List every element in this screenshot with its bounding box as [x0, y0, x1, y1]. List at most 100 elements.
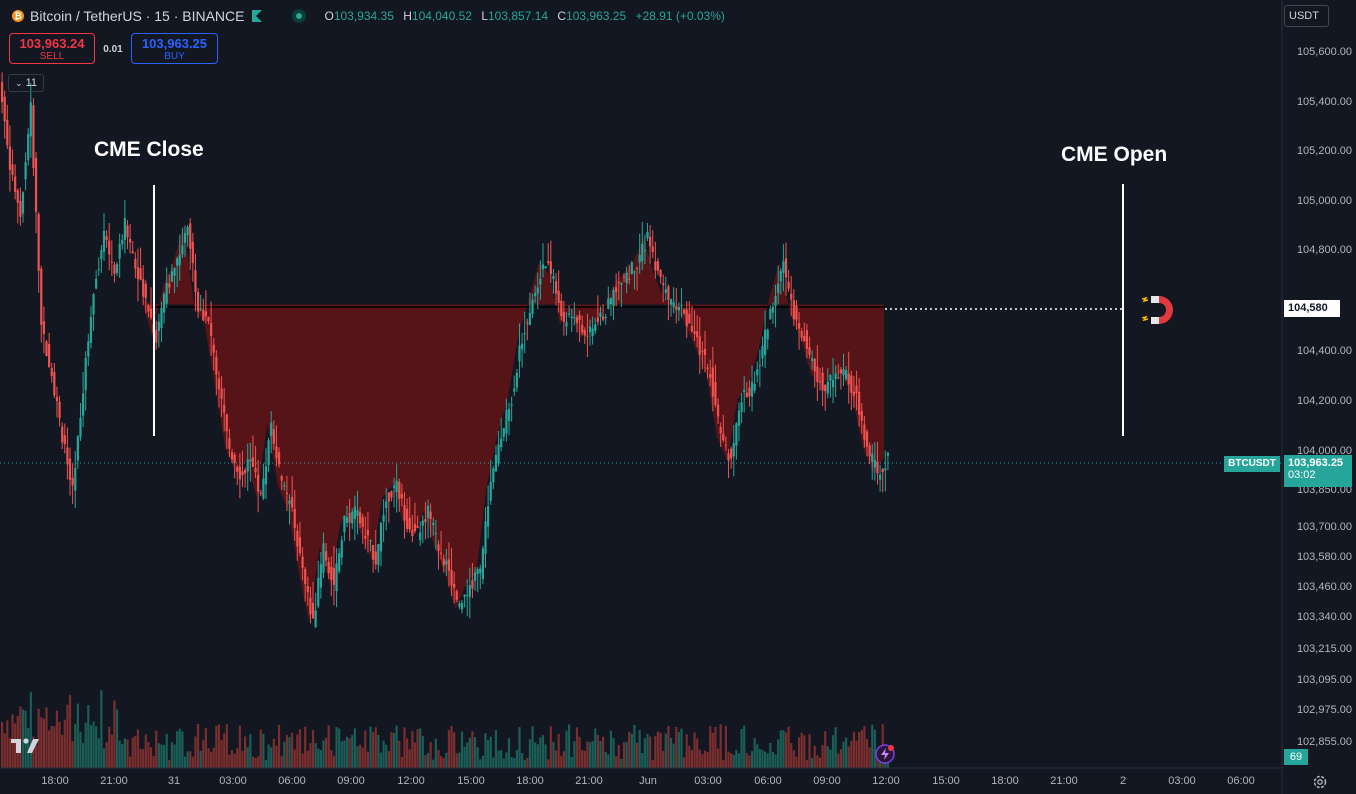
volume-bar [129, 756, 132, 768]
volume-bar [766, 753, 769, 768]
volume-bar [379, 752, 383, 768]
volume-bar [139, 748, 142, 768]
candle-body [743, 389, 746, 393]
candle-body [139, 267, 142, 280]
candle-body [372, 544, 375, 560]
volume-bar [630, 733, 633, 768]
volume-bar [787, 726, 790, 768]
volume-bar [604, 751, 607, 768]
volume-bar [790, 743, 793, 768]
volume-bar [871, 724, 874, 768]
candle-body [63, 435, 66, 445]
candle-body [102, 230, 106, 252]
candle-body [863, 424, 866, 440]
candle-body [596, 317, 599, 322]
flag-icon[interactable] [252, 10, 263, 22]
volume-bar [505, 752, 508, 768]
volume-bar [181, 731, 184, 768]
candle-body [419, 532, 422, 541]
high-key: H [403, 9, 412, 23]
candle-body [264, 466, 268, 485]
candle-body [693, 331, 696, 335]
candle-body [181, 245, 184, 255]
volume-bar [254, 757, 257, 768]
flash-icon[interactable] [875, 744, 895, 764]
volume-bar [696, 738, 699, 768]
volume-bar [293, 749, 296, 768]
candle-body [115, 264, 119, 274]
symbol-price-tag: BTCUSDT [1224, 456, 1280, 472]
volume-bar [71, 741, 74, 768]
candle-body [351, 511, 354, 524]
candle-body [818, 381, 822, 383]
volume-bar [651, 759, 654, 768]
time-tick: 03:00 [1168, 775, 1196, 787]
volume-bar [152, 755, 155, 768]
volume-bar [0, 722, 4, 768]
volume-bar [675, 726, 678, 768]
indicators-toggle[interactable]: ⌄ 11 [8, 74, 44, 92]
candle-body [285, 492, 289, 494]
volume-bar [223, 733, 226, 768]
volume-bar [560, 755, 563, 768]
volume-bar [437, 749, 440, 768]
candle-body [338, 553, 341, 572]
tradingview-logo-icon[interactable] [11, 736, 43, 756]
candle-body [228, 438, 231, 449]
volume-bar [813, 745, 816, 768]
volume-bar [19, 706, 22, 768]
volume-bar [476, 747, 479, 768]
volume-bar [162, 744, 166, 768]
candle-body [771, 306, 775, 313]
candle-body [620, 282, 623, 285]
volume-bar [547, 759, 550, 768]
volume-bar [724, 726, 728, 768]
symbol-title[interactable]: Bitcoin / TetherUS · 15 · BINANCE [30, 8, 245, 24]
candle-body [293, 509, 296, 529]
volume-bar [876, 753, 879, 768]
volume-bar [230, 750, 234, 768]
volume-bar [178, 728, 181, 768]
candle-body [108, 240, 111, 255]
volume-bar [497, 750, 500, 768]
sell-button[interactable]: 103,963.24 SELL [9, 33, 95, 64]
candle-body [581, 324, 584, 333]
volume-bar [262, 733, 265, 768]
volume-bar [447, 730, 451, 768]
candle-body [81, 393, 85, 416]
volume-bar [515, 749, 518, 768]
volume-bar [27, 727, 30, 768]
candle-body [142, 279, 145, 297]
gear-icon[interactable] [1312, 774, 1328, 790]
time-tick: 03:00 [694, 775, 722, 787]
market-status-icon[interactable] [292, 9, 307, 23]
volume-bar [390, 732, 393, 768]
volume-bar [471, 731, 474, 768]
candle-body [878, 474, 882, 480]
volume-bar [395, 725, 398, 768]
price-tick: 104,200.00 [1296, 395, 1352, 407]
currency-select[interactable]: USDT [1284, 5, 1329, 27]
volume-bar [455, 753, 458, 768]
candle-body [513, 388, 516, 392]
volume-bar [824, 731, 827, 768]
volume-bar [270, 747, 273, 768]
volume-bar [520, 753, 524, 768]
candle-body [805, 330, 809, 349]
candle-body [29, 102, 32, 137]
volume-bar [304, 726, 307, 768]
candle-body [296, 530, 299, 547]
candle-body [774, 296, 777, 307]
candle-body [369, 540, 372, 542]
buy-button[interactable]: 103,963.25 BUY [131, 33, 218, 64]
candle-body [55, 396, 59, 402]
volume-bar [285, 735, 289, 768]
volume-bar [852, 731, 856, 768]
candle-body [340, 540, 343, 558]
candle-body [207, 316, 210, 322]
candle-body [756, 369, 759, 376]
candle-body [677, 306, 680, 311]
candle-body [625, 272, 628, 284]
candle-body [118, 243, 121, 259]
